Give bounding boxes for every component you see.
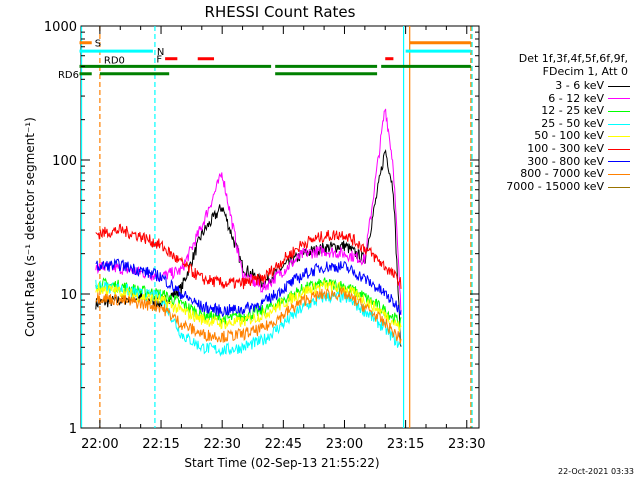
series-line-5 <box>95 223 402 290</box>
legend-item: 25 - 50 keV <box>470 116 630 131</box>
y-axis-label: Count Rate (s⁻¹ detector segment⁻¹) <box>23 117 37 337</box>
legend-item-swatch <box>608 136 630 138</box>
legend-item-label: 12 - 25 keV <box>541 104 604 118</box>
legend-item-label: 100 - 300 keV <box>527 141 604 155</box>
legend-item-swatch <box>608 173 630 175</box>
series-line-1 <box>95 108 402 315</box>
legend-item: 50 - 100 keV <box>470 130 630 143</box>
y-tick-label: 1 <box>69 422 77 437</box>
y-tick-label: 1000 <box>44 20 77 35</box>
legend-item-label: 6 - 12 keV <box>548 91 604 105</box>
x-tick-label: 22:15 <box>142 437 179 452</box>
x-tick-label: 22:00 <box>81 437 118 452</box>
legend-item-swatch <box>608 110 630 112</box>
series-line-4 <box>95 280 402 333</box>
legend-item: 6 - 12 keV <box>470 91 630 106</box>
x-tick-label: 23:30 <box>448 437 485 452</box>
legend-item-label: 800 - 7000 keV <box>520 167 604 181</box>
legend-title-line-2: FDecim 1, Att 0 <box>542 65 628 78</box>
legend-item: 7000 - 15000 keV <box>470 179 630 194</box>
x-tick-label: 22:30 <box>203 437 240 452</box>
chart-title: RHESSI Count Rates <box>205 3 356 21</box>
legend-item-swatch <box>608 186 630 188</box>
legend-item: 3 - 6 keV <box>470 79 630 93</box>
legend-item-label: 3 - 6 keV <box>555 79 604 92</box>
legend-item-swatch <box>608 123 630 125</box>
legend-item: 800 - 7000 keV <box>470 168 630 181</box>
series-line-6 <box>95 258 402 318</box>
y-tick-label: 100 <box>52 154 77 169</box>
legend-item-label: 7000 - 15000 keV <box>506 179 604 193</box>
timestamp: 22-Oct-2021 03:33 <box>558 467 634 476</box>
legend-item: 12 - 25 keV <box>470 105 630 118</box>
plot-frame <box>80 25 480 429</box>
legend-item-swatch <box>608 161 630 163</box>
flag-label-n: N <box>157 47 164 58</box>
legend-item-label: 25 - 50 keV <box>541 116 604 130</box>
legend-title: Det 1f,3f,4f,5f,6f,9f, FDecim 1, Att 0 <box>480 52 628 78</box>
x-tick-label: 23:15 <box>387 437 424 452</box>
y-tick-label: 10 <box>60 288 77 303</box>
chart-legend: 3 - 6 keV 6 - 12 keV 12 - 25 keV 25 - 50 ke… <box>470 79 630 194</box>
legend-item: 300 - 800 keV <box>470 154 630 169</box>
x-tick-label: 23:00 <box>326 437 363 452</box>
legend-item-label: 300 - 800 keV <box>527 154 604 168</box>
legend-item-swatch <box>608 148 630 150</box>
flag-label-s: S <box>95 39 101 50</box>
legend-title-line-1: Det 1f,3f,4f,5f,6f,9f, <box>518 52 628 65</box>
legend-item-swatch <box>608 85 630 87</box>
legend-item: 100 - 300 keV <box>470 141 630 156</box>
x-axis-label: Start Time (02-Sep-13 21:55:22) <box>184 456 379 470</box>
legend-item-label: 50 - 100 keV <box>534 129 604 143</box>
x-tick-label: 22:45 <box>265 437 302 452</box>
flag-label-rd6: RD6 <box>58 70 79 81</box>
flag-label-f: F <box>156 55 162 66</box>
series-line-7 <box>95 286 402 344</box>
flag-label-rd0: RD0 <box>104 55 125 66</box>
legend-item-swatch <box>608 98 630 100</box>
